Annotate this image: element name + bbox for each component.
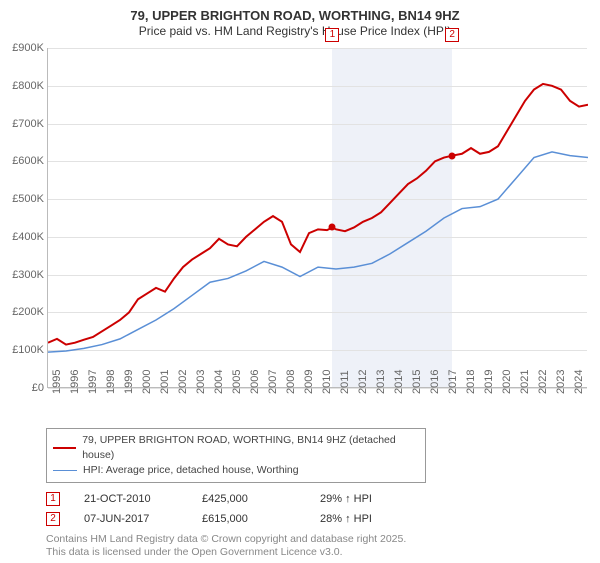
x-axis-label: 2013 xyxy=(375,370,387,394)
line-series xyxy=(48,48,588,388)
series-price xyxy=(48,84,588,345)
x-axis-label: 2012 xyxy=(357,370,369,394)
legend-label: HPI: Average price, detached house, Wort… xyxy=(83,463,299,478)
y-axis-label: £200K xyxy=(12,306,44,318)
x-axis-label: 2017 xyxy=(447,370,459,394)
x-axis-label: 1997 xyxy=(87,370,99,394)
x-axis-label: 2022 xyxy=(537,370,549,394)
x-axis-label: 2005 xyxy=(231,370,243,394)
x-axis-label: 2010 xyxy=(321,370,333,394)
x-axis-label: 2015 xyxy=(411,370,423,394)
series-hpi xyxy=(48,152,588,352)
callout-box: 2 xyxy=(445,28,459,42)
sale-marker xyxy=(449,152,456,159)
sale-marker xyxy=(329,224,336,231)
legend-label: 79, UPPER BRIGHTON ROAD, WORTHING, BN14 … xyxy=(82,433,419,463)
y-axis-label: £800K xyxy=(12,80,44,92)
legend-row: HPI: Average price, detached house, Wort… xyxy=(53,463,419,478)
x-axis-label: 2000 xyxy=(141,370,153,394)
event-date: 21-OCT-2010 xyxy=(84,489,184,509)
y-axis-label: £500K xyxy=(12,193,44,205)
footer-line-1: Contains HM Land Registry data © Crown c… xyxy=(46,533,590,546)
footer-line-2: This data is licensed under the Open Gov… xyxy=(46,546,590,559)
event-row: 1 21-OCT-2010 £425,000 29% ↑ HPI xyxy=(46,489,590,509)
x-axis-label: 2008 xyxy=(285,370,297,394)
plot-area: 12 xyxy=(47,48,587,388)
legend: 79, UPPER BRIGHTON ROAD, WORTHING, BN14 … xyxy=(46,428,426,483)
chart: 12 £0 £100K £200K £300K £400K £500K £600K £700K… xyxy=(5,42,595,422)
x-axis-label: 1996 xyxy=(69,370,81,394)
event-price: £425,000 xyxy=(202,489,302,509)
x-axis-label: 2009 xyxy=(303,370,315,394)
x-axis-label: 1998 xyxy=(105,370,117,394)
y-axis-label: £400K xyxy=(12,231,44,243)
event-num-box: 2 xyxy=(46,512,60,526)
x-axis-label: 2007 xyxy=(267,370,279,394)
y-axis-label: £0 xyxy=(32,382,44,394)
event-delta: 29% ↑ HPI xyxy=(320,489,420,509)
x-axis-label: 2002 xyxy=(177,370,189,394)
x-axis-label: 1999 xyxy=(123,370,135,394)
x-axis-label: 2019 xyxy=(483,370,495,394)
x-axis-label: 2018 xyxy=(465,370,477,394)
y-axis-label: £300K xyxy=(12,269,44,281)
x-axis-label: 2001 xyxy=(159,370,171,394)
x-axis-label: 2016 xyxy=(429,370,441,394)
legend-row: 79, UPPER BRIGHTON ROAD, WORTHING, BN14 … xyxy=(53,433,419,463)
legend-swatch xyxy=(53,470,77,472)
x-axis-label: 2003 xyxy=(195,370,207,394)
x-axis-label: 2020 xyxy=(501,370,513,394)
event-date: 07-JUN-2017 xyxy=(84,509,184,529)
x-axis-label: 2023 xyxy=(555,370,567,394)
legend-swatch xyxy=(53,447,76,449)
callout-box: 1 xyxy=(325,28,339,42)
x-axis-label: 2004 xyxy=(213,370,225,394)
y-axis-label: £100K xyxy=(12,344,44,356)
x-axis-label: 2014 xyxy=(393,370,405,394)
x-axis-label: 2006 xyxy=(249,370,261,394)
chart-title: 79, UPPER BRIGHTON ROAD, WORTHING, BN14 … xyxy=(0,8,590,23)
footer-attribution: Contains HM Land Registry data © Crown c… xyxy=(46,533,590,559)
y-axis-label: £700K xyxy=(12,118,44,130)
y-axis-label: £900K xyxy=(12,42,44,54)
x-axis-label: 1995 xyxy=(51,370,63,394)
x-axis-label: 2011 xyxy=(339,370,351,394)
event-num-box: 1 xyxy=(46,492,60,506)
event-delta: 28% ↑ HPI xyxy=(320,509,420,529)
chart-subtitle: Price paid vs. HM Land Registry's House … xyxy=(0,24,590,38)
event-price: £615,000 xyxy=(202,509,302,529)
sale-events: 1 21-OCT-2010 £425,000 29% ↑ HPI 2 07-JUN-201… xyxy=(46,489,590,529)
event-row: 2 07-JUN-2017 £615,000 28% ↑ HPI xyxy=(46,509,590,529)
y-axis-label: £600K xyxy=(12,155,44,167)
x-axis-label: 2024 xyxy=(573,370,585,394)
x-axis-label: 2021 xyxy=(519,370,531,394)
